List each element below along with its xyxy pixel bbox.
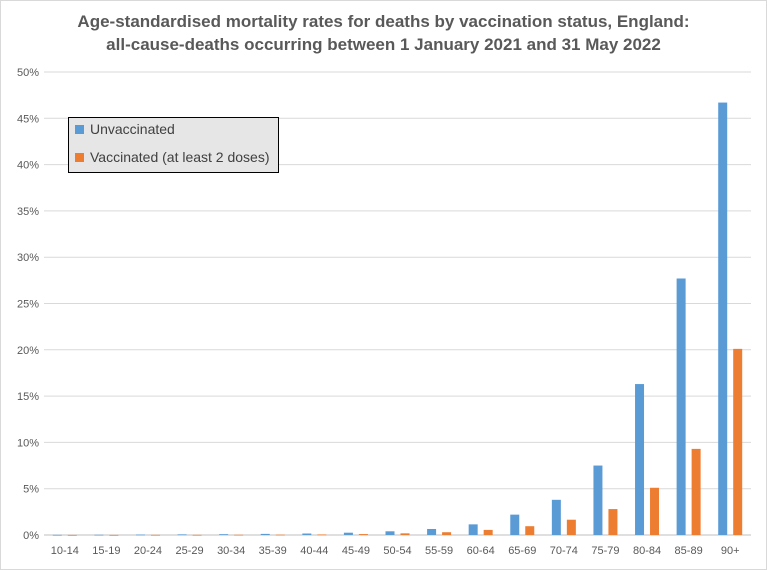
- x-tick-label: 50-54: [383, 545, 411, 557]
- bar-unvaccinated: [510, 514, 520, 535]
- bar-vaccinated: [150, 534, 160, 536]
- bar-unvaccinated: [635, 384, 645, 535]
- x-tick-label: 75-79: [591, 545, 619, 557]
- bar-vaccinated: [691, 448, 701, 535]
- y-tick-label: 45%: [17, 113, 39, 125]
- y-tick-label: 15%: [17, 391, 39, 403]
- x-tick-label: 90+: [721, 545, 740, 557]
- bar-unvaccinated: [593, 465, 603, 535]
- y-tick-label: 30%: [17, 252, 39, 264]
- legend-label-unvaccinated: Unvaccinated: [90, 121, 175, 137]
- legend-swatch-vaccinated: [75, 152, 84, 162]
- legend: Unvaccinated Vaccinated (at least 2 dose…: [68, 117, 279, 173]
- chart-title: Age-standardised mortality rates for dea…: [0, 10, 767, 56]
- x-tick-label: 25-29: [175, 545, 203, 557]
- bar-unvaccinated: [52, 534, 62, 536]
- x-tick-label: 65-69: [508, 545, 536, 557]
- bar-vaccinated: [234, 534, 244, 536]
- bar-vaccinated: [650, 487, 660, 535]
- bar-unvaccinated: [94, 534, 104, 536]
- y-tick-label: 5%: [23, 484, 39, 496]
- y-tick-label: 40%: [17, 160, 39, 172]
- chart-title-line2: all-cause-deaths occurring between 1 Jan…: [106, 35, 661, 54]
- bar-unvaccinated: [718, 102, 728, 536]
- bar-vaccinated: [733, 348, 743, 535]
- x-tick-label: 70-74: [550, 545, 578, 557]
- x-tick-label: 60-64: [467, 545, 495, 557]
- bar-unvaccinated: [219, 534, 229, 535]
- x-tick-label: 40-44: [300, 545, 328, 557]
- bar-unvaccinated: [551, 499, 561, 535]
- y-axis-ticks: 0% 5% 10% 15% 20% 25% 30% 35% 40% 45% 50%: [17, 67, 39, 542]
- x-tick-label: 55-59: [425, 545, 453, 557]
- bar-vaccinated: [317, 534, 327, 536]
- bar-vaccinated: [525, 526, 535, 535]
- bar-vaccinated: [67, 534, 77, 536]
- x-tick-label: 80-84: [633, 545, 661, 557]
- bar-unvaccinated: [135, 534, 145, 536]
- y-tick-label: 35%: [17, 206, 39, 218]
- bar-vaccinated: [109, 534, 119, 536]
- y-tick-label: 50%: [17, 67, 39, 79]
- x-tick-label: 45-49: [342, 545, 370, 557]
- x-tick-label: 85-89: [675, 545, 703, 557]
- bar-unvaccinated: [468, 524, 478, 535]
- bar-vaccinated: [358, 534, 368, 535]
- bar-vaccinated: [442, 532, 452, 535]
- bar-unvaccinated: [302, 533, 312, 535]
- legend-label-vaccinated: Vaccinated (at least 2 doses): [90, 149, 270, 165]
- bar-unvaccinated: [676, 278, 686, 535]
- bar-vaccinated: [275, 534, 285, 536]
- y-tick-label: 25%: [17, 299, 39, 311]
- legend-swatch-unvaccinated: [75, 124, 84, 134]
- y-tick-label: 20%: [17, 345, 39, 357]
- y-tick-label: 10%: [17, 437, 39, 449]
- bar-vaccinated: [566, 519, 576, 535]
- bars: [52, 102, 743, 536]
- x-tick-label: 15-19: [92, 545, 120, 557]
- legend-item-vaccinated: Vaccinated (at least 2 doses): [75, 149, 270, 165]
- legend-item-unvaccinated: Unvaccinated: [75, 121, 175, 137]
- x-tick-label: 30-34: [217, 545, 245, 557]
- bar-unvaccinated: [427, 528, 437, 535]
- bar-unvaccinated: [343, 532, 353, 535]
- chart-title-line1: Age-standardised mortality rates for dea…: [77, 12, 690, 31]
- bar-vaccinated: [400, 533, 410, 535]
- bar-vaccinated: [608, 509, 618, 535]
- bar-unvaccinated: [177, 534, 187, 536]
- gridlines: [44, 71, 751, 536]
- bar-unvaccinated: [385, 531, 395, 535]
- x-tick-label: 10-14: [51, 545, 79, 557]
- y-tick-label: 0%: [23, 530, 39, 542]
- bar-unvaccinated: [260, 533, 270, 535]
- x-tick-label: 20-24: [134, 545, 162, 557]
- bar-vaccinated: [483, 529, 493, 535]
- bar-vaccinated: [192, 534, 202, 536]
- x-tick-label: 35-39: [259, 545, 287, 557]
- x-axis-ticks: 10-14 15-19 20-24 25-29 30-34 35-39 40-44 45-49…: [51, 545, 740, 557]
